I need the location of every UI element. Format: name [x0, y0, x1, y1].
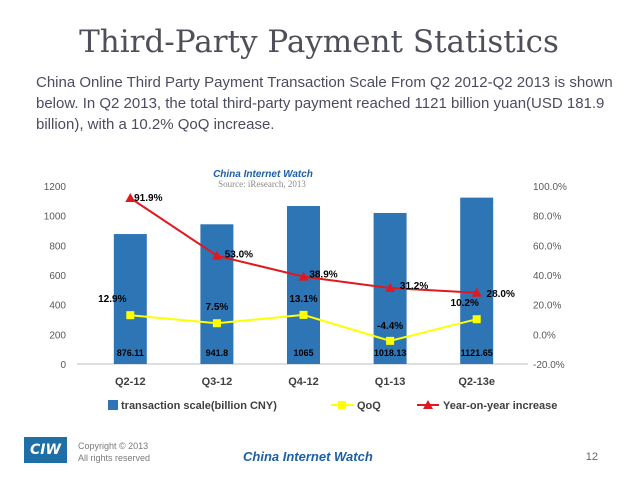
bar-value-label: 1065: [293, 348, 313, 358]
x-category-label: Q1-13: [375, 376, 406, 388]
y-right-tick-label: 20.0%: [533, 301, 561, 312]
yoy-label: 91.9%: [134, 193, 162, 204]
bar-transaction-scale: [200, 224, 234, 364]
y-left-tick-label: 800: [49, 241, 66, 252]
y-right-tick-label: 40.0%: [533, 271, 561, 282]
legend-marker-qoq: [338, 401, 346, 409]
yoy-label: 38.9%: [309, 270, 337, 281]
qoq-label: 13.1%: [289, 294, 317, 305]
qoq-label: 7.5%: [206, 302, 229, 313]
y-left-tick-label: 200: [49, 330, 66, 341]
qoq-marker: [212, 319, 221, 328]
footer-site-name: China Internet Watch: [243, 449, 373, 464]
qoq-label: -4.4%: [377, 321, 403, 332]
y-right-tick-label: 80.0%: [533, 212, 561, 223]
yoy-marker: [298, 271, 309, 281]
yoy-marker: [211, 250, 222, 260]
footer-copyright: Copyright © 2013 All rights reserved: [78, 440, 150, 464]
legend-label: transaction scale(billion CNY): [121, 400, 277, 412]
legend-marker-yoy: [423, 400, 433, 409]
qoq-label: 10.2%: [451, 298, 479, 309]
bar-value-label: 876.11: [117, 348, 144, 358]
chart-watermark: China Internet Watch: [213, 169, 313, 180]
y-left-tick-label: 600: [49, 271, 66, 282]
yoy-marker: [471, 287, 482, 297]
page-number: 12: [585, 451, 598, 463]
chart-source: Source: iResearch, 2013: [218, 179, 306, 189]
x-category-label: Q2-13e: [458, 376, 495, 388]
y-right-tick-label: 0.0%: [533, 330, 556, 341]
yoy-marker: [385, 283, 396, 293]
qoq-marker: [299, 310, 308, 319]
qoq-marker: [386, 336, 395, 345]
rights-line: All rights reserved: [78, 453, 151, 463]
x-category-label: Q2-12: [115, 376, 146, 388]
y-right-tick-label: 100.0%: [533, 182, 567, 193]
y-left-tick-label: 0: [60, 360, 66, 371]
ciw-logo: CIW: [24, 437, 67, 463]
legend-swatch-bar: [108, 400, 118, 410]
qoq-label: 12.9%: [98, 294, 126, 305]
yoy-marker: [125, 193, 136, 203]
copyright-line: Copyright © 2013: [78, 441, 149, 451]
yoy-label: 31.2%: [400, 281, 428, 292]
bar-transaction-scale: [113, 234, 147, 364]
y-right-tick-label: 60.0%: [533, 241, 561, 252]
bar-transaction-scale: [460, 197, 494, 364]
slide-title: Third-Party Payment Statistics: [79, 24, 559, 60]
y-left-tick-label: 400: [49, 301, 66, 312]
legend-label: Year-on-year increase: [443, 400, 557, 412]
slide-intro: China Online Third Party Payment Transac…: [36, 74, 613, 133]
qoq-marker: [126, 311, 135, 320]
y-left-tick-label: 1000: [44, 212, 67, 223]
qoq-marker: [472, 315, 481, 324]
bar-value-label: 1018.13: [374, 348, 407, 358]
bar-transaction-scale: [287, 206, 320, 364]
legend-label: QoQ: [357, 400, 381, 412]
yoy-label: 28.0%: [487, 289, 515, 300]
y-right-tick-label: -20.0%: [533, 360, 565, 371]
yoy-label: 53.0%: [225, 250, 253, 261]
x-category-label: Q3-12: [202, 376, 233, 388]
x-category-label: Q4-12: [288, 376, 319, 388]
bar-value-label: 941.8: [206, 348, 229, 358]
bar-value-label: 1121.65: [461, 348, 493, 358]
y-left-tick-label: 1200: [44, 182, 67, 193]
